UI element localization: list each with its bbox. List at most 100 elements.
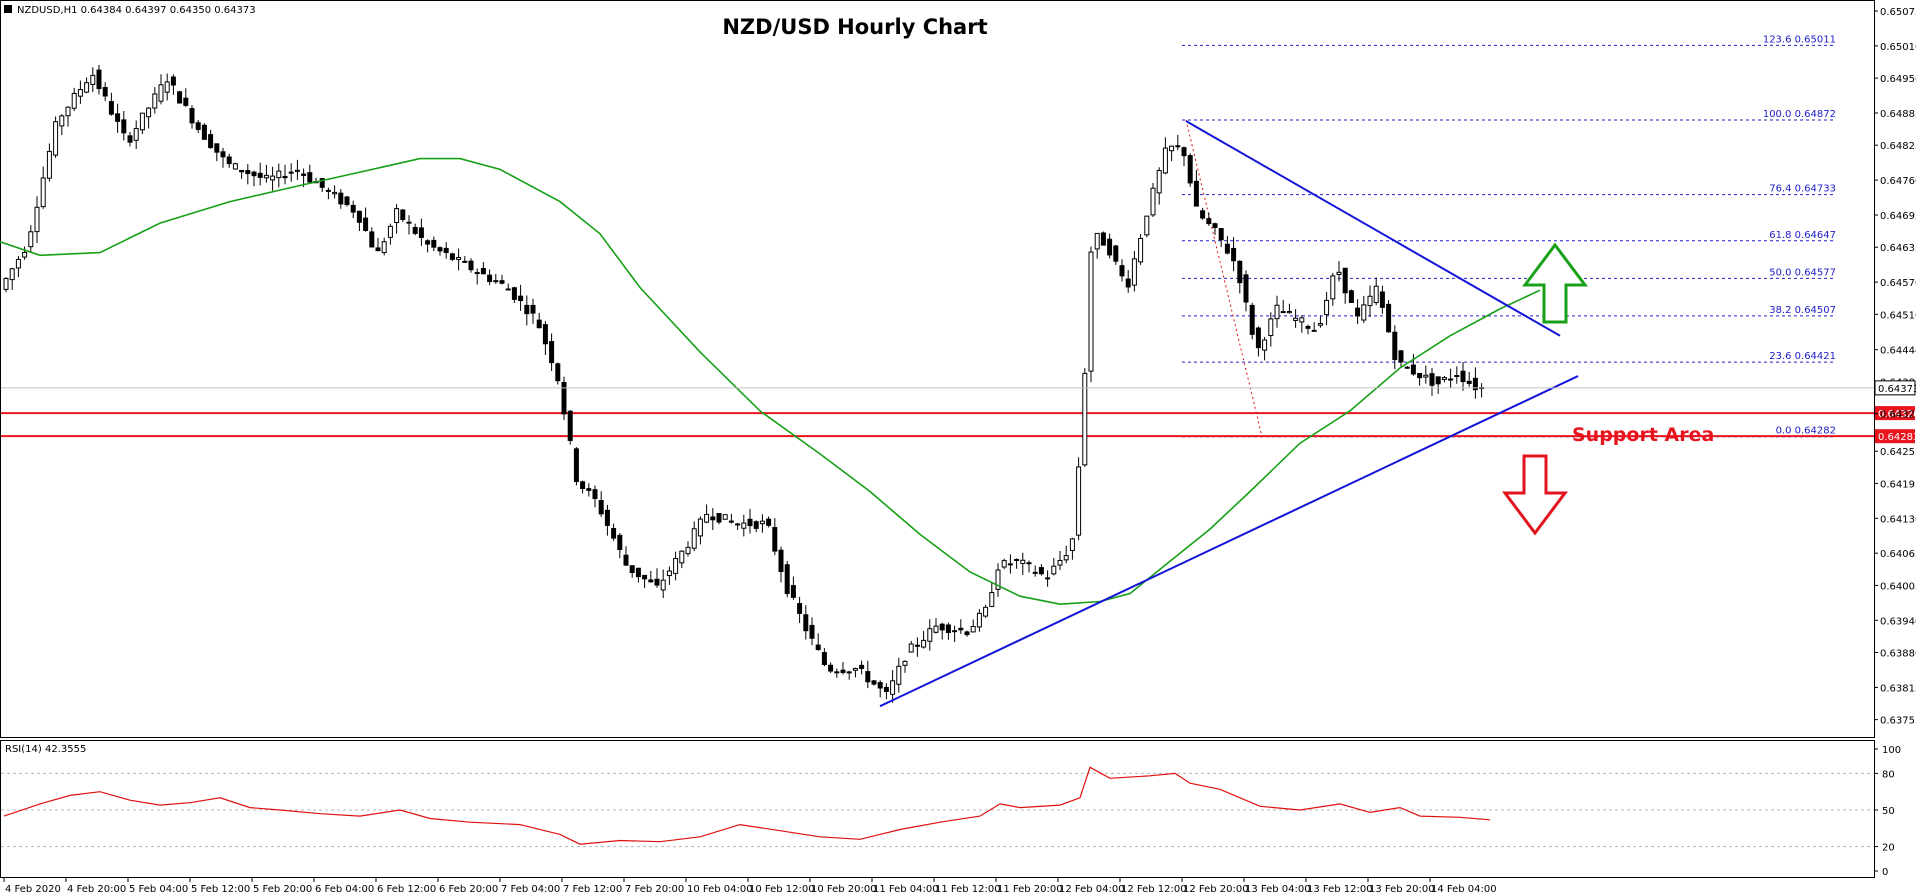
bull-candle xyxy=(164,81,170,93)
bear-candle xyxy=(195,122,201,130)
bear-candle xyxy=(1392,331,1398,360)
bull-candle xyxy=(679,550,685,564)
bull-candle xyxy=(1293,317,1299,321)
bull-candle xyxy=(1076,466,1082,536)
bear-candle xyxy=(1355,307,1361,317)
bear-candle xyxy=(840,669,846,673)
bull-candle xyxy=(394,208,400,224)
bear-candle xyxy=(301,173,307,176)
bear-candle xyxy=(573,448,579,482)
candlesticks xyxy=(3,64,1485,703)
bear-candle xyxy=(939,623,945,631)
bear-candle xyxy=(1113,245,1119,262)
bull-candle xyxy=(84,82,90,93)
rsi-tick-label: 80 xyxy=(1882,769,1895,780)
time-tick-label: 12 Feb 12:00 xyxy=(1121,884,1187,895)
time-tick-label: 7 Feb 20:00 xyxy=(625,884,684,895)
time-tick-label: 7 Feb 12:00 xyxy=(563,884,622,895)
bull-candle xyxy=(933,625,939,633)
bull-candle xyxy=(1069,538,1075,552)
bull-candle xyxy=(3,277,9,290)
bear-candle xyxy=(480,267,486,275)
trendlines xyxy=(879,120,1579,708)
bear-candle xyxy=(1255,327,1261,349)
bear-candle xyxy=(586,488,592,491)
bear-candle xyxy=(257,172,263,178)
bear-candle xyxy=(629,565,635,574)
bull-candle xyxy=(1404,366,1410,369)
bear-candle xyxy=(642,574,648,580)
time-tick-label: 10 Feb 04:00 xyxy=(687,884,753,895)
bull-candle xyxy=(152,93,158,109)
bear-candle xyxy=(617,534,623,551)
time-tick-label: 13 Feb 20:00 xyxy=(1369,884,1435,895)
bull-candle xyxy=(1007,563,1013,566)
bull-candle xyxy=(146,107,152,118)
bull-candle xyxy=(276,170,282,179)
bear-candle xyxy=(418,227,424,238)
fib-level-label: 0.0 0.64282 xyxy=(1776,426,1836,437)
bear-candle xyxy=(344,196,350,206)
bull-candle xyxy=(1088,251,1094,372)
bull-candle xyxy=(983,606,989,617)
bull-candle xyxy=(1144,215,1150,236)
bull-candle xyxy=(294,169,300,172)
bear-candle xyxy=(487,274,493,283)
bear-candle xyxy=(1224,243,1230,254)
bull-candle xyxy=(40,177,46,208)
moving-average xyxy=(0,157,1541,606)
bull-candle xyxy=(1082,372,1088,466)
bull-candle xyxy=(90,74,96,85)
bull-candle xyxy=(139,112,145,131)
time-tick-label: 11 Feb 04:00 xyxy=(873,884,939,895)
bull-candle xyxy=(456,256,462,260)
bear-candle xyxy=(1460,370,1466,383)
support-price-box xyxy=(1875,406,1915,421)
bear-candle xyxy=(1100,232,1106,246)
price-tick-label: 0.64065 xyxy=(1880,549,1916,560)
bear-candle xyxy=(710,516,716,521)
bear-candle xyxy=(338,192,344,205)
moving-average-line xyxy=(0,157,1541,606)
bear-candle xyxy=(189,108,195,124)
rsi-tick-label: 20 xyxy=(1882,843,1895,854)
bull-candle xyxy=(1286,311,1292,314)
bear-candle xyxy=(369,231,375,248)
bull-candle xyxy=(1020,559,1026,565)
time-tick-label: 5 Feb 20:00 xyxy=(253,884,312,895)
bear-candle xyxy=(400,209,406,220)
bull-candle xyxy=(77,89,83,97)
bear-candle xyxy=(363,217,369,231)
bear-candle xyxy=(561,381,567,415)
bear-candle xyxy=(784,564,790,595)
bear-candle xyxy=(716,513,722,523)
bull-candle xyxy=(1299,317,1305,323)
bear-candle xyxy=(797,603,803,614)
bull-candle xyxy=(1336,271,1342,275)
bull-candle xyxy=(896,665,902,685)
bear-candle xyxy=(1454,374,1460,377)
bull-candle xyxy=(1268,318,1274,337)
bear-candle xyxy=(536,319,542,329)
bear-candle xyxy=(648,579,654,583)
bull-candle xyxy=(325,189,331,192)
bear-candle xyxy=(121,119,127,134)
bear-candle xyxy=(1237,260,1243,284)
bearish-trend-line xyxy=(1185,120,1561,337)
bullish-trend-line xyxy=(879,375,1579,708)
rsi-tick-label: 100 xyxy=(1882,745,1901,756)
bear-candle xyxy=(282,175,288,179)
bull-candle xyxy=(1423,374,1429,378)
bull-candle xyxy=(462,260,468,263)
bull-candle xyxy=(834,671,840,674)
rsi-panel: 100 80 50 20 0 xyxy=(1,745,1901,878)
bear-candle xyxy=(350,204,356,213)
bull-candle xyxy=(927,628,933,642)
bear-candle xyxy=(1429,373,1435,386)
bull-candle xyxy=(666,570,672,577)
bear-candle xyxy=(1125,278,1131,288)
price-tick-label: 0.64325 xyxy=(1880,410,1916,421)
bear-candle xyxy=(177,91,183,104)
bear-candle xyxy=(288,171,294,174)
